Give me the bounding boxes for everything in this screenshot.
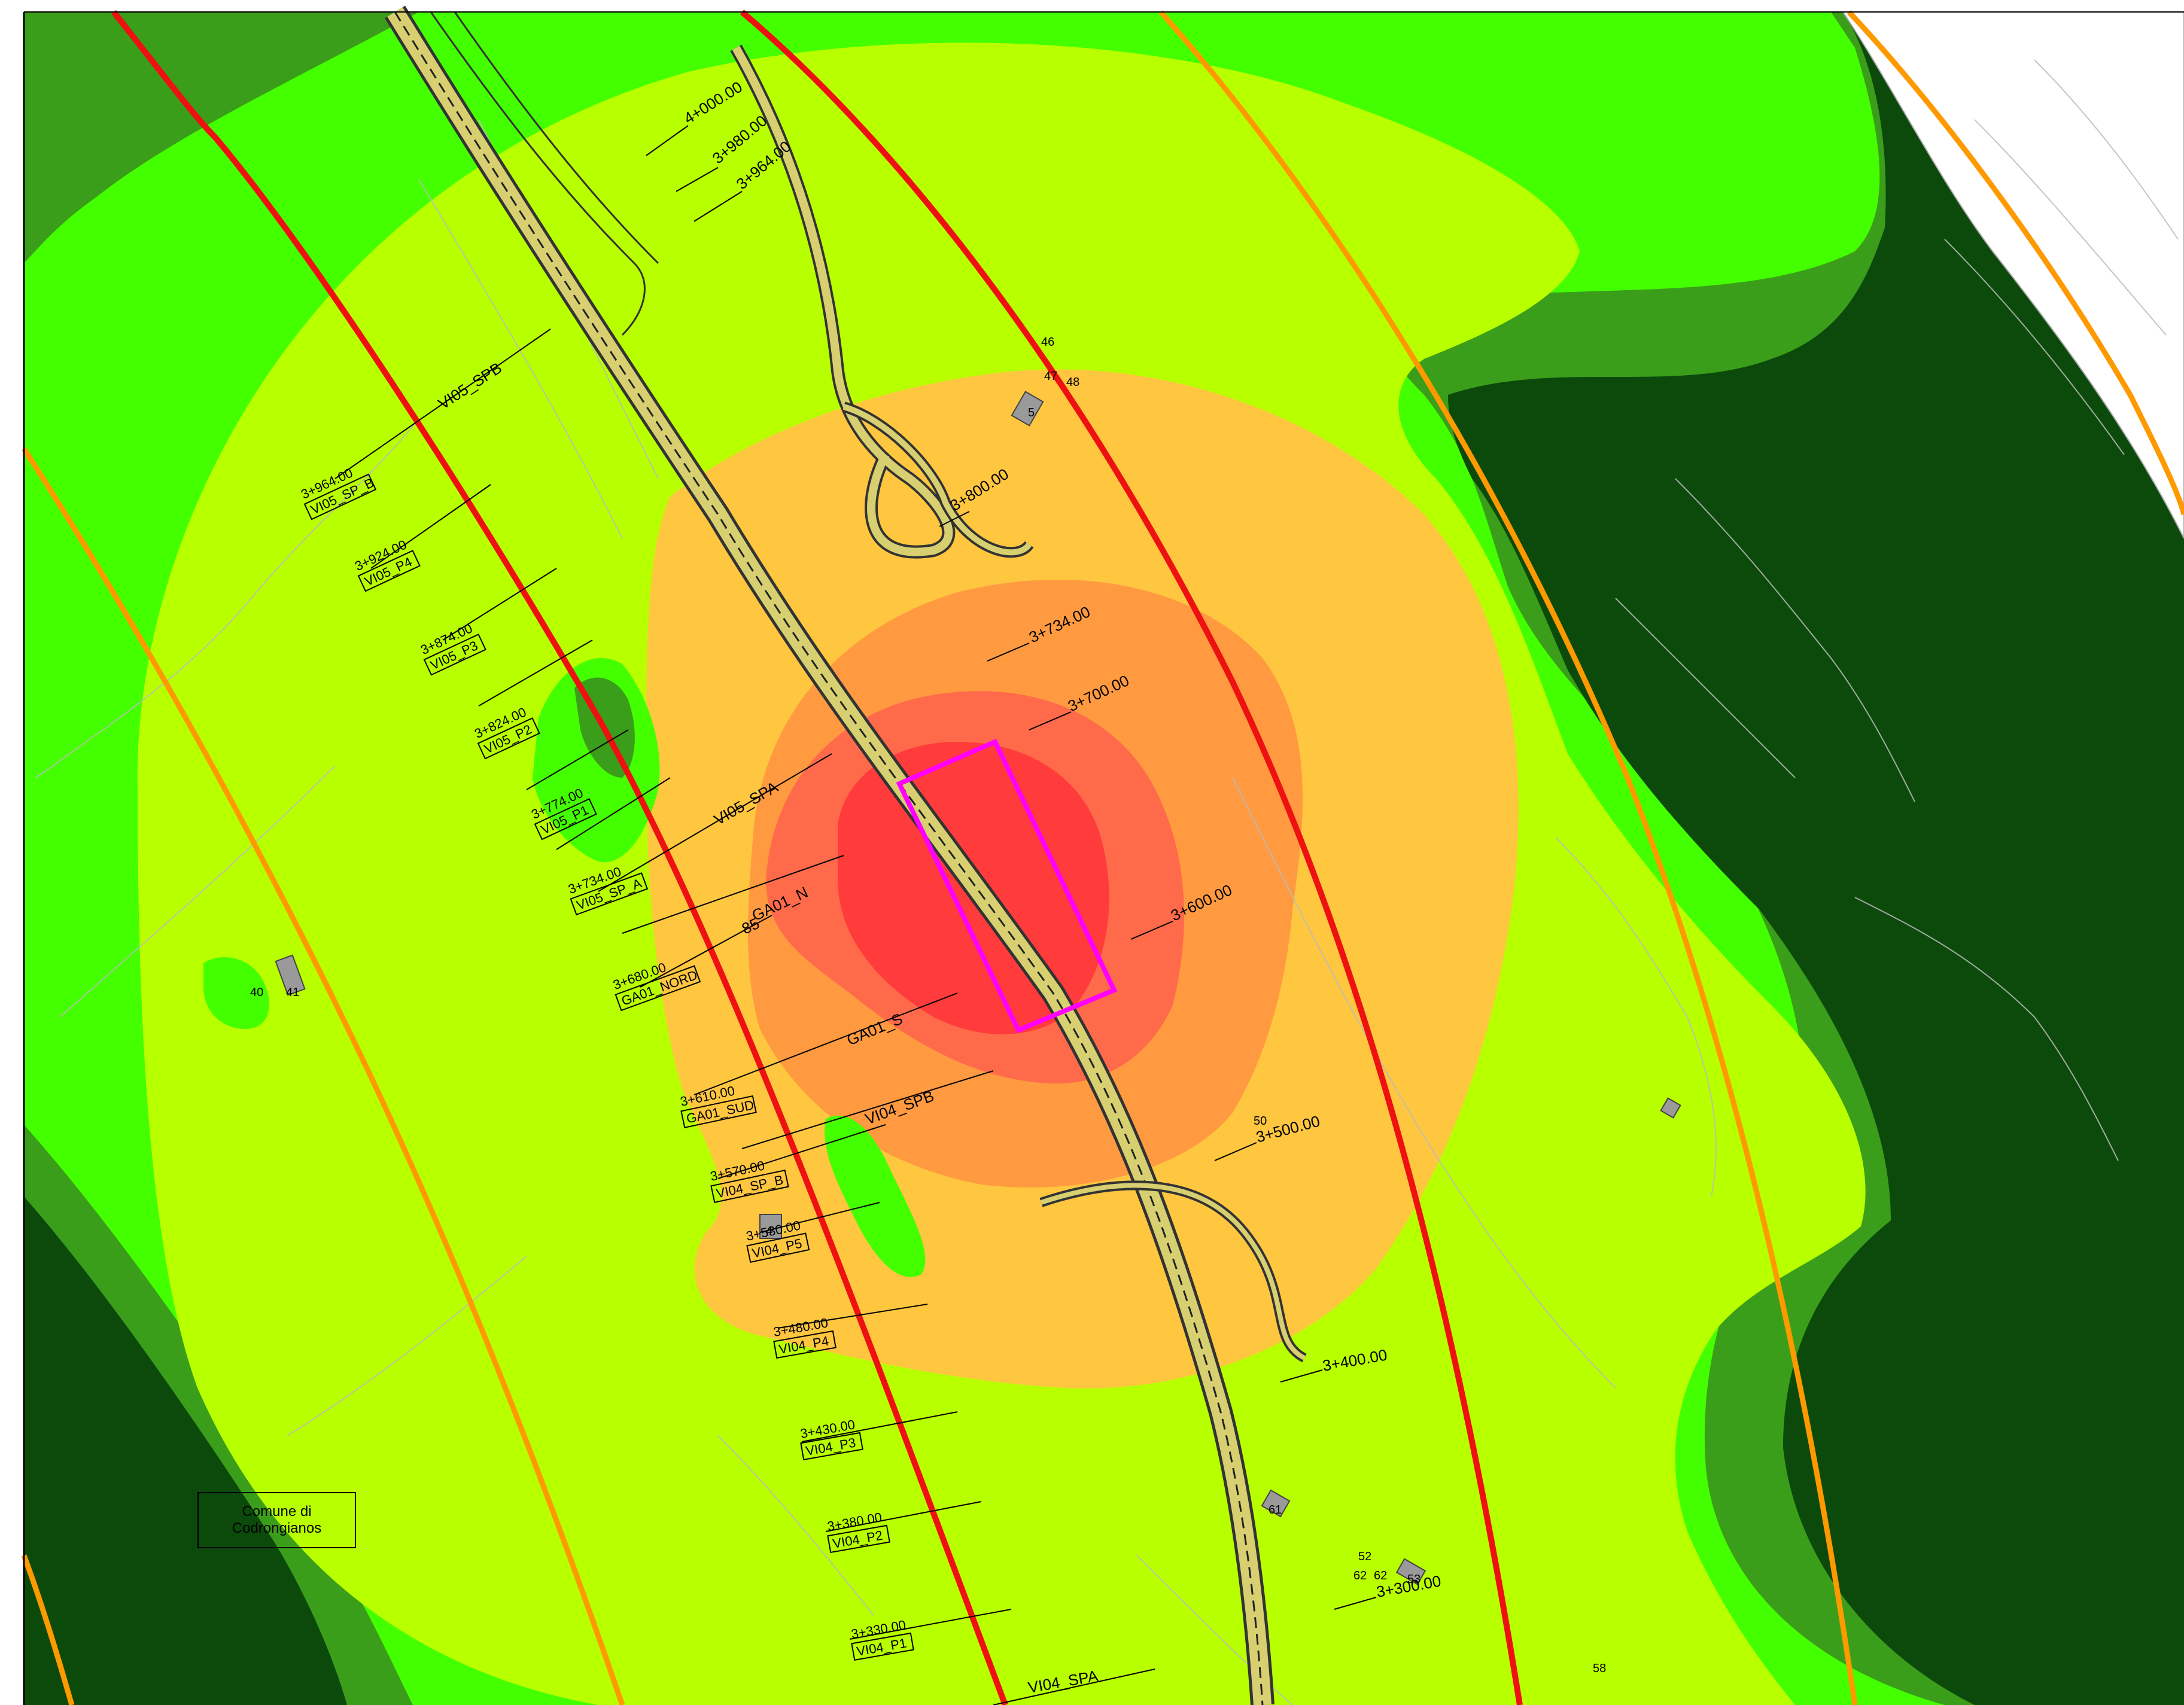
unmapped-area-ne: [1843, 12, 2184, 538]
building-number: 5: [1028, 406, 1035, 419]
building-number: 62: [1353, 1569, 1367, 1582]
pier-tag-box: [534, 798, 597, 841]
pier-tag-box: [357, 550, 421, 592]
dark-green-zone-east: [1448, 12, 2184, 1705]
building-number: 48: [1066, 376, 1079, 389]
green-patch-south: [825, 1115, 926, 1277]
building-5: [1011, 391, 1044, 427]
pier-tag-box: [477, 717, 540, 760]
orange-buffer-line-sw: [21, 1554, 75, 1705]
pier-label-group: 3+330.00 VI04_P1: [850, 1617, 914, 1661]
pier-tag-box: [423, 634, 486, 676]
red-buffer-line-west: [111, 10, 1008, 1705]
building-4: [759, 1214, 782, 1239]
municipality-label-line2: Codrongianos: [232, 1520, 322, 1536]
building-number: 52: [1358, 1550, 1371, 1563]
municipality-label-line1: Comune di: [242, 1503, 312, 1520]
building-number: 62: [1374, 1569, 1387, 1582]
leader-lines: [334, 125, 1377, 1705]
red-buffer-line-east: [740, 10, 1523, 1705]
railway-alignment: [384, 5, 1274, 1705]
building-number: 47: [1044, 370, 1057, 383]
gallery-outline: [896, 738, 1118, 1034]
building-number: 4: [766, 1225, 772, 1238]
building-53: [1395, 1558, 1426, 1585]
building-number: 53: [1407, 1573, 1420, 1586]
pier-tag-box: [303, 473, 377, 520]
building-41: [275, 954, 306, 996]
orange-buffer-line-east: [1158, 10, 1858, 1705]
building-east: [1660, 1097, 1681, 1119]
building-number: 50: [1254, 1115, 1267, 1128]
building-number: 40: [250, 986, 263, 999]
building-number: 61: [1269, 1503, 1282, 1517]
municipality-label: Comune di Codrongianos: [197, 1492, 356, 1548]
orange-buffer-line-west: [22, 447, 625, 1705]
pier-tag-box: [680, 1095, 757, 1128]
green-patch-far-west: [203, 957, 269, 1029]
building-number: 46: [1041, 336, 1054, 349]
buildings: [275, 391, 1681, 1585]
pier-tag-box: [615, 965, 701, 1012]
pier-labels: 3+964.00 VI05_SP_B 3+924.00 VI05_P4 3+87…: [299, 465, 914, 1661]
dark-green-zone-sw: [24, 1196, 347, 1705]
orange-buffer-line-ne: [1847, 10, 2184, 516]
building-number: 41: [286, 986, 299, 999]
pier-tag-box: [710, 1169, 789, 1203]
pier-tag-box: [800, 1432, 863, 1461]
pier-tag-box: [851, 1632, 914, 1661]
pier-tag-box: [570, 872, 649, 916]
building-number-labels: 46 47 48 5 40 41 50 4 61 52 62 62 53 58: [250, 336, 1606, 1675]
pier-tag-box: [827, 1524, 890, 1554]
pier-tag-box: [773, 1330, 837, 1359]
pier-tag-box: [746, 1232, 810, 1263]
building-61: [1261, 1489, 1291, 1518]
medium-green-zone-nw: [24, 12, 419, 263]
building-number: 58: [1593, 1662, 1606, 1675]
